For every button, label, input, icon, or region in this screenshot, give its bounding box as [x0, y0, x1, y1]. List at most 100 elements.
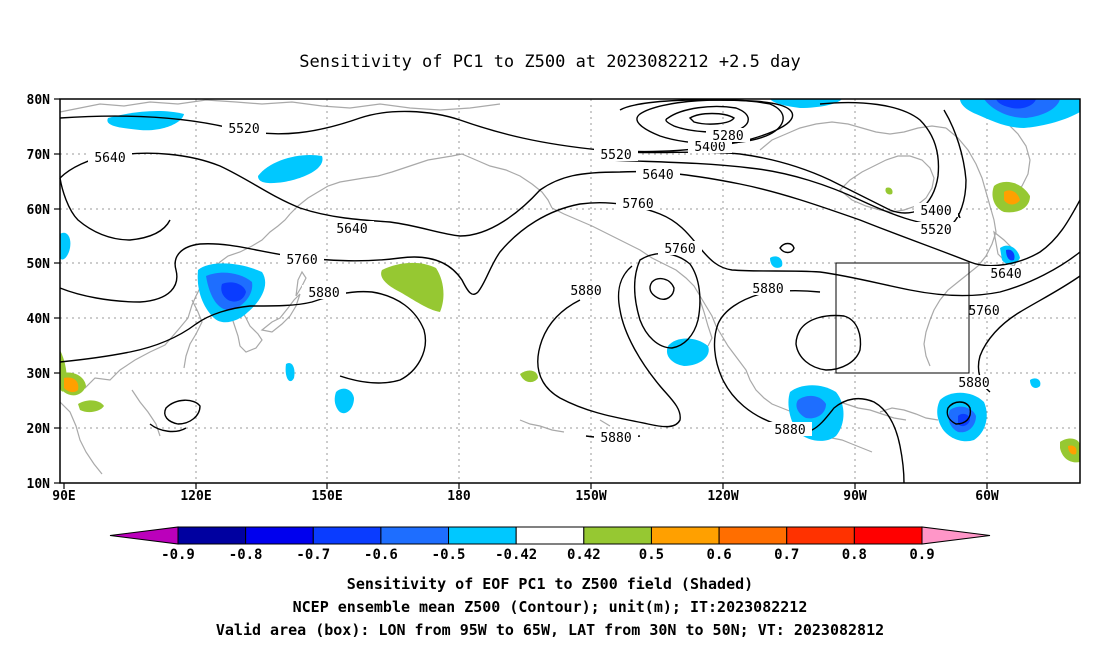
lon-tick-label: 180 [447, 489, 471, 504]
lon-tick-label: 60W [975, 489, 999, 504]
contour-5280-inner [688, 112, 735, 125]
colorbar-segment [718, 526, 788, 545]
lat-tick-label: 80N [27, 93, 51, 108]
figure-title: Sensitivity of PC1 to Z500 at 2023082212… [299, 52, 801, 72]
lon-tick-label: 90W [843, 489, 867, 504]
lon-tick-label: 120E [180, 489, 211, 504]
contour-5880-us-loop [795, 314, 862, 371]
contour-5880-west-pacific-tail [149, 423, 187, 433]
contour-label: 5640 [642, 168, 673, 183]
contour-label: 5760 [622, 197, 653, 212]
contour-5760-ridge [634, 253, 701, 349]
colorbar-segment [245, 526, 314, 545]
contour-5760-kamchatka [59, 202, 1081, 303]
colorbar-tick-label: -0.6 [364, 547, 398, 563]
contour-5760-small-circle [649, 277, 675, 300]
lat-tick-label: 50N [27, 257, 51, 272]
contour-5640-hudson-small [779, 242, 795, 254]
contour-label: 5880 [774, 423, 805, 438]
contour-label: 5280 [712, 129, 743, 144]
shade-orange-atlantic-edge [1068, 445, 1077, 455]
contour-5400-hudson [619, 101, 940, 214]
shade-positive-central-pacific-small [520, 370, 538, 383]
colorbar-tick-label: 0.9 [909, 547, 934, 563]
colorbar-tick-label: -0.42 [495, 547, 537, 563]
lat-tick-label: 20N [27, 422, 51, 437]
colorbar-left-extension [109, 526, 179, 545]
shade-negative-west-edge [60, 232, 71, 260]
axis-ticks [54, 98, 988, 489]
contour-label: 5880 [570, 284, 601, 299]
colorbar-tick-label: 0.7 [774, 547, 799, 563]
shade-negative-arctic-west [770, 99, 842, 108]
shade-negative-central-pacific [334, 388, 354, 414]
contour-label: 5760 [968, 304, 999, 319]
colorbar-segment [853, 526, 923, 545]
contour-label: 5760 [286, 253, 317, 268]
colorbar-segment [380, 526, 450, 545]
shade-negative-mexico-core [796, 395, 826, 419]
lat-tick-label: 10N [27, 477, 51, 492]
contour-label: 5400 [920, 204, 951, 219]
colorbar-segment [448, 526, 517, 545]
contour-label: 5640 [990, 267, 1021, 282]
lon-tick-label: 150W [575, 489, 606, 504]
contour-5880-caribbean-small [946, 401, 972, 425]
shade-negative-siberia [258, 154, 323, 184]
z500-contours [59, 99, 1081, 484]
shade-negative-east-pacific [666, 338, 709, 366]
shade-negative-northeast-china-inner [221, 282, 246, 302]
colorbar-segment [583, 526, 652, 545]
contour-label: 5520 [228, 122, 259, 137]
contour-label: 5880 [308, 286, 339, 301]
contour-5640-asia-loop [59, 177, 171, 241]
contour-5520-hudson [609, 109, 967, 227]
shade-positive-hudson [885, 187, 893, 195]
contour-labels: 5520 5640 5640 5760 5880 5520 5400 5280 … [88, 121, 1028, 446]
shade-negative-newfoundland-core [1006, 249, 1015, 261]
colorbar: -0.9 -0.8 -0.7 -0.6 -0.5 -0.42 0.42 0.5 0.6 0.7 0.… [109, 526, 991, 563]
contour-label: 5640 [336, 222, 367, 237]
colorbar-tick-label: -0.7 [296, 547, 330, 563]
contour-label: 5880 [752, 282, 783, 297]
colorbar-right-extension [921, 526, 991, 545]
contour-label: 5880 [600, 431, 631, 446]
shade-positive-west-pacific [381, 262, 444, 312]
shade-negative-bermuda [1030, 378, 1041, 388]
shade-negative-arctic-east-inner [996, 99, 1036, 109]
footer-line-2: NCEP ensemble mean Z500 (Contour); unit(… [293, 598, 808, 616]
colorbar-tick-label: 0.5 [639, 547, 664, 563]
colorbar-segment [650, 526, 720, 545]
colorbar-segment [177, 526, 247, 545]
shade-positive-philippine [78, 400, 104, 413]
footer-line-1: Sensitivity of EOF PC1 to Z500 field (Sh… [347, 575, 753, 593]
contour-label: 5640 [94, 151, 125, 166]
colorbar-tick-label: 0.6 [706, 547, 731, 563]
contour-5880-caribbean-dot [164, 399, 201, 425]
colorbar-tick-label: 0.8 [842, 547, 867, 563]
contour-label: 5400 [694, 140, 725, 155]
contour-5880-japan [59, 290, 426, 384]
contour-label: 5760 [664, 242, 695, 257]
contour-label: 5520 [600, 148, 631, 163]
colorbar-tick-label: -0.8 [229, 547, 263, 563]
longitude-labels: 90E 120E 150E 180 150W 120W 90W 60W [52, 489, 999, 504]
colorbar-tick-label: -0.9 [161, 547, 195, 563]
colorbar-tick-label: 0.42 [567, 547, 601, 563]
lon-tick-label: 150E [311, 489, 342, 504]
lat-tick-label: 70N [27, 148, 51, 163]
valid-area-box [835, 262, 970, 374]
shade-negative-kuroshio-dots [285, 362, 295, 382]
shade-orange-south-china [64, 377, 79, 393]
footer-line-3: Valid area (box): LON from 95W to 65W, L… [216, 621, 884, 639]
shade-positive-labrador-core [1004, 190, 1020, 205]
colorbar-segment [515, 526, 585, 545]
lon-tick-label: 120W [707, 489, 738, 504]
lat-tick-label: 60N [27, 203, 51, 218]
colorbar-tick-label: -0.5 [432, 547, 466, 563]
latitude-labels: 80N 70N 60N 50N 40N 30N 20N 10N [27, 93, 51, 492]
lat-tick-label: 30N [27, 367, 51, 382]
contour-5880-pacific [537, 265, 681, 428]
shade-negative-great-lakes [770, 256, 783, 268]
